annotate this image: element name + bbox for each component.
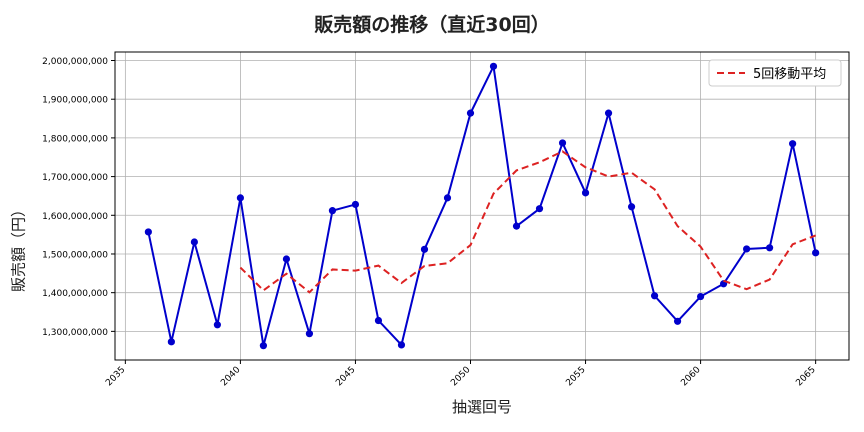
data-point xyxy=(374,316,383,325)
data-point xyxy=(213,321,221,329)
data-point xyxy=(581,189,590,197)
y-tick-label: 1,800,000,000 xyxy=(42,134,108,144)
data-point xyxy=(259,342,268,350)
data-point xyxy=(535,205,544,213)
data-point xyxy=(489,62,498,70)
data-point xyxy=(743,245,751,253)
data-point xyxy=(766,244,774,252)
y-tick-label: 1,600,000,000 xyxy=(42,212,108,222)
data-point xyxy=(236,194,245,202)
y-tick-label: 1,900,000,000 xyxy=(42,96,108,106)
y-axis-label: 販売額（円） xyxy=(9,201,28,293)
data-point xyxy=(190,238,198,246)
data-point xyxy=(789,140,797,148)
x-axis-label: 抽選回号 xyxy=(451,398,512,416)
chart-title: 販売額の推移（直近30回） xyxy=(314,14,550,36)
data-point xyxy=(696,292,705,301)
data-point xyxy=(443,194,452,202)
y-tick-label: 2,000,000,000 xyxy=(42,57,108,67)
y-tick-label: 1,500,000,000 xyxy=(42,250,108,260)
data-point xyxy=(144,228,152,236)
y-tick-label: 1,300,000,000 xyxy=(42,328,108,338)
data-point xyxy=(305,330,314,338)
data-point xyxy=(328,207,337,215)
legend-box xyxy=(708,59,842,87)
data-point xyxy=(397,341,406,349)
data-point xyxy=(604,109,613,117)
data-point xyxy=(650,292,659,300)
data-point xyxy=(673,317,682,325)
x-tick-label: 2065 xyxy=(794,365,817,388)
x-tick-label: 2060 xyxy=(679,365,702,388)
data-point xyxy=(167,338,175,346)
sales-line xyxy=(147,62,817,347)
data-point xyxy=(512,222,521,230)
x-tick-label: 2040 xyxy=(219,365,242,388)
x-tick-label: 2050 xyxy=(449,365,472,388)
data-point xyxy=(558,139,567,147)
axes-frame xyxy=(114,51,850,361)
y-tick-label: 1,400,000,000 xyxy=(42,289,108,299)
data-point xyxy=(351,200,360,209)
y-tick-label: 1,700,000,000 xyxy=(42,173,108,183)
data-point xyxy=(627,203,636,211)
legend-label: 5回移動平均 xyxy=(753,67,826,82)
data-point xyxy=(812,249,820,257)
moving-average-line xyxy=(239,150,816,294)
data-point xyxy=(466,109,475,117)
x-tick-label: 2035 xyxy=(104,365,127,388)
data-point xyxy=(282,255,291,263)
x-tick-label: 2045 xyxy=(334,365,357,388)
data-point xyxy=(420,245,429,253)
x-tick-label: 2055 xyxy=(564,365,587,388)
